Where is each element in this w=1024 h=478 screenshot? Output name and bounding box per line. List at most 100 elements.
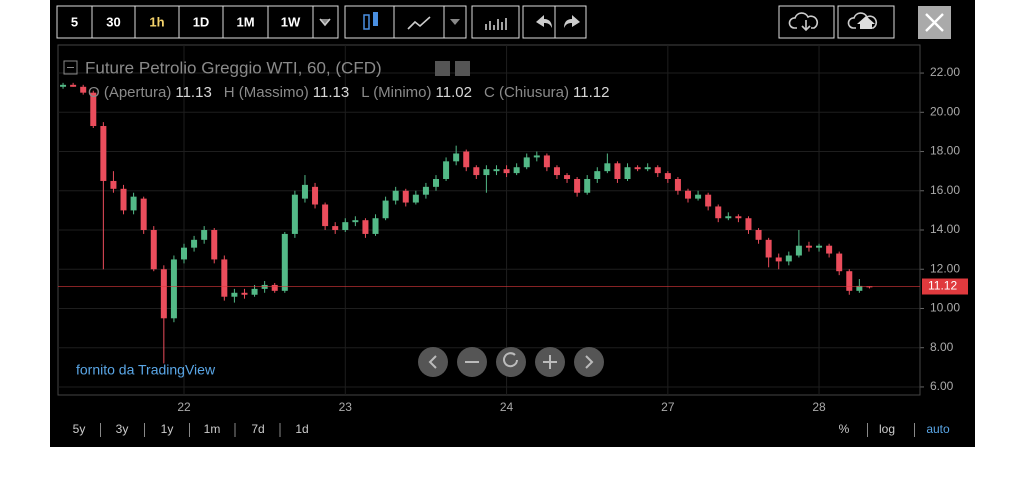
interval-button[interactable]: 30 <box>106 14 120 29</box>
candle-body <box>695 194 702 199</box>
collapse-icon[interactable] <box>63 60 78 75</box>
candle-body <box>493 169 500 172</box>
candle-body <box>170 259 177 319</box>
candle-body <box>301 184 308 199</box>
last-price-box <box>922 278 968 295</box>
candle-body <box>584 178 591 193</box>
x-tick-label: 22 <box>177 400 191 414</box>
candle-body <box>644 167 651 170</box>
candle-body <box>271 284 278 291</box>
range-button[interactable]: 1m <box>204 422 221 436</box>
candle-body <box>281 233 288 291</box>
range-button[interactable]: 3y <box>116 422 129 436</box>
candle-body <box>100 126 107 181</box>
candle-body <box>553 167 560 176</box>
candle-body <box>362 220 369 234</box>
scale-option[interactable]: auto <box>926 422 950 436</box>
candle-body <box>574 178 581 193</box>
settings-icon[interactable] <box>435 61 450 76</box>
dropdown-arrow[interactable] <box>319 18 331 27</box>
undo-icon[interactable] <box>536 15 552 28</box>
line-icon[interactable] <box>407 16 431 30</box>
attribution[interactable]: fornito da TradingView <box>76 362 216 378</box>
toolbar <box>56 5 951 39</box>
candle-body <box>765 239 772 258</box>
candle-body <box>654 167 661 174</box>
settings-icon[interactable] <box>455 61 470 76</box>
reset[interactable] <box>496 347 526 377</box>
y-tick-label: 20.00 <box>930 104 960 118</box>
legend-label: O (Apertura) <box>88 84 171 101</box>
candle-body <box>332 226 339 231</box>
y-tick-label: 18.00 <box>930 144 960 158</box>
interval-button[interactable]: 1M <box>236 14 254 29</box>
scroll-left[interactable] <box>418 347 448 377</box>
candle-body <box>805 245 812 248</box>
candle-body <box>80 86 87 93</box>
candle-body <box>140 198 147 231</box>
indicators-button[interactable] <box>471 5 520 39</box>
candle-body <box>312 186 319 205</box>
scale-option[interactable]: % <box>839 422 850 436</box>
candle-body <box>433 178 439 187</box>
x-tick-label: 28 <box>812 400 826 414</box>
nav-buttons <box>418 347 604 377</box>
candle-icon[interactable] <box>363 12 378 30</box>
range-button[interactable]: 7d <box>251 422 264 436</box>
candle-body <box>150 230 157 270</box>
candle-body <box>181 247 187 260</box>
interval-button[interactable]: 1h <box>149 14 164 29</box>
interval-group <box>56 5 339 39</box>
interval-button[interactable]: 1D <box>193 14 210 29</box>
scale-option[interactable]: log <box>879 422 895 436</box>
candle-body <box>564 175 571 179</box>
candle-body <box>513 167 520 174</box>
candle-body <box>322 204 329 227</box>
candle-body <box>160 269 167 319</box>
interval-button[interactable]: 1W <box>281 14 301 29</box>
candle-body <box>382 200 389 219</box>
candle-body <box>795 245 802 256</box>
nav-icon <box>428 355 437 369</box>
chart: 6.00 8.00 10.00 12.00 14.00 16.00 18.00 20.00 22… <box>58 45 968 414</box>
candle-body <box>402 190 409 203</box>
candle-body <box>443 161 450 179</box>
candle-body <box>836 253 843 272</box>
candle-body <box>473 167 480 176</box>
y-tick-label: 8.00 <box>930 340 954 354</box>
legend-label: H (Massimo) <box>224 84 309 101</box>
candle-body <box>846 271 853 291</box>
candle-body <box>816 245 823 248</box>
x-tick-label: 23 <box>339 400 353 414</box>
candle-body <box>725 216 732 219</box>
candle-body <box>503 169 510 174</box>
candle-body <box>372 218 379 234</box>
dropdown-arrow[interactable] <box>450 19 460 25</box>
candle-body <box>685 190 691 199</box>
candle-body <box>422 186 429 195</box>
candle-body <box>342 222 349 231</box>
close-icon <box>925 13 944 32</box>
range-button[interactable]: 1d <box>295 422 308 436</box>
candle-body <box>241 292 248 295</box>
chart-type-group <box>344 5 467 39</box>
interval-button[interactable]: 5 <box>71 14 78 29</box>
range-button[interactable]: 1y <box>161 422 174 436</box>
candle-body <box>745 218 752 231</box>
chart-title: Future Petrolio Greggio WTI, 60, (CFD) <box>85 58 382 77</box>
candle-body <box>755 230 762 240</box>
candle-body <box>251 288 258 295</box>
upload-arrow <box>857 16 875 29</box>
nav-icon <box>503 352 518 368</box>
redo-icon[interactable] <box>564 15 580 28</box>
scroll-right[interactable] <box>574 347 604 377</box>
candle-body <box>412 194 419 203</box>
x-tick-label: 24 <box>500 400 514 414</box>
legend-value: 11.13 <box>313 84 349 101</box>
legend-value: 11.02 <box>436 84 472 101</box>
legend-value: 11.12 <box>573 84 609 101</box>
candle-body <box>231 292 238 297</box>
range-button[interactable]: 5y <box>73 422 86 436</box>
last-price-label: 11.12 <box>928 279 957 293</box>
